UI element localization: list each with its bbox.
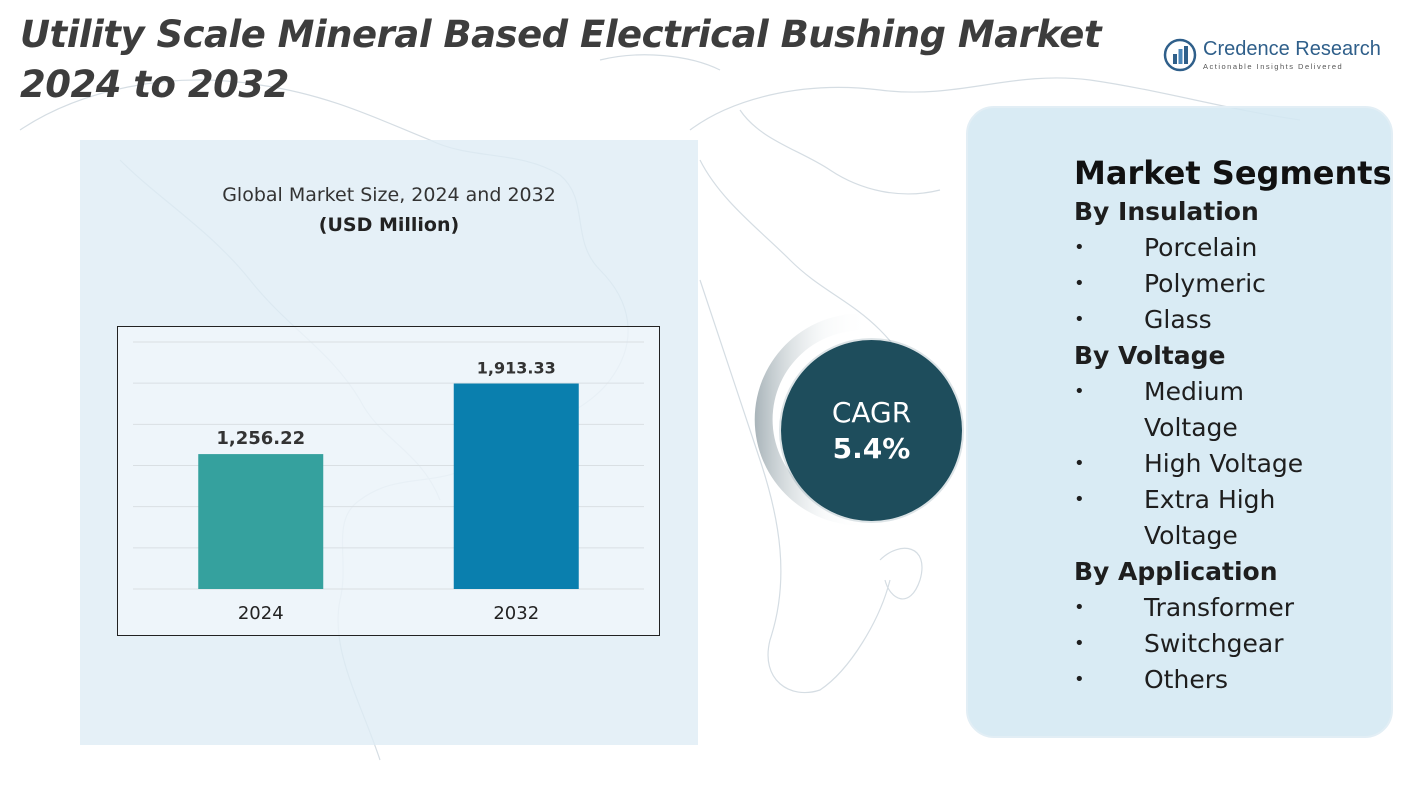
segment-item-label: Medium Voltage — [1144, 377, 1244, 442]
segment-item: • Extra High Voltage — [1074, 482, 1339, 554]
credence-research-logo[interactable]: Credence Research Actionable Insights De… — [1163, 36, 1403, 76]
segment-item: • Glass — [1074, 302, 1384, 338]
segment-item: • Porcelain — [1074, 230, 1384, 266]
bar — [453, 383, 579, 589]
x-tick-label: 2024 — [238, 603, 284, 624]
logo-icon — [1163, 38, 1197, 72]
cagr-badge: CAGR 5.4% — [754, 312, 969, 527]
segment-item-label: Polymeric — [1144, 269, 1266, 298]
bullet-icon: • — [1074, 273, 1085, 294]
segment-item: • Transformer — [1074, 590, 1384, 626]
cagr-circle: CAGR 5.4% — [781, 340, 962, 521]
market-segments-panel: Market Segments By Insulation • Porcelain… — [966, 106, 1393, 738]
title-line-2: 2024 to 2032 — [20, 63, 289, 106]
bar-chart: 1,256.22 2024 1,913.33 2032 — [133, 341, 644, 624]
segment-item-label: Switchgear — [1144, 629, 1284, 658]
chart-subtitle: (USD Million) — [318, 214, 460, 236]
chart-panel: Global Market Size, 2024 and 2032 (USD M… — [80, 140, 698, 745]
segment-item: • Switchgear — [1074, 626, 1384, 662]
segment-item: • High Voltage — [1074, 446, 1384, 482]
logo-tagline: Actionable Insights Delivered — [1203, 62, 1344, 71]
bullet-icon: • — [1074, 309, 1085, 330]
bullet-icon: • — [1074, 633, 1085, 654]
cagr-label: CAGR — [831, 395, 912, 429]
segment-item-label: Porcelain — [1144, 233, 1258, 262]
bar — [198, 454, 324, 589]
bullet-icon: • — [1074, 237, 1085, 258]
segment-item-label: High Voltage — [1144, 449, 1304, 478]
data-label: 1,256.22 — [216, 428, 305, 449]
segment-heading-insulation: By Insulation — [1074, 197, 1259, 226]
segment-item-label: Glass — [1144, 305, 1212, 334]
segments-list: By Insulation • Porcelain • Polymeric • Gla… — [1074, 194, 1384, 698]
cagr-ring — [754, 313, 871, 526]
segment-item: • Medium Voltage — [1074, 374, 1339, 446]
segment-item-label: Others — [1144, 665, 1229, 694]
page-title: Utility Scale Mineral Based Electrical B… — [20, 10, 1102, 110]
cagr-value: 5.4% — [832, 431, 911, 465]
bullet-icon: • — [1074, 381, 1085, 402]
bullet-icon: • — [1074, 597, 1085, 618]
logo-name: Credence Research — [1203, 38, 1381, 60]
bullet-icon: • — [1074, 489, 1085, 510]
chart-title: Global Market Size, 2024 and 2032 — [222, 184, 556, 206]
title-line-1: Utility Scale Mineral Based Electrical B… — [20, 13, 1102, 56]
segment-heading-application: By Application — [1074, 557, 1278, 586]
segment-item: • Others — [1074, 662, 1384, 698]
data-label: 1,913.33 — [477, 359, 556, 378]
bullet-icon: • — [1074, 669, 1085, 690]
segment-item: • Polymeric — [1074, 266, 1384, 302]
segment-heading-voltage: By Voltage — [1074, 341, 1226, 370]
x-tick-label: 2032 — [493, 603, 539, 624]
segments-title: Market Segments — [1074, 154, 1392, 192]
bullet-icon: • — [1074, 453, 1085, 474]
segment-item-label: Extra High Voltage — [1144, 485, 1276, 550]
plot-area: 1,256.22 2024 1,913.33 2032 — [117, 326, 660, 636]
segment-item-label: Transformer — [1144, 593, 1295, 622]
